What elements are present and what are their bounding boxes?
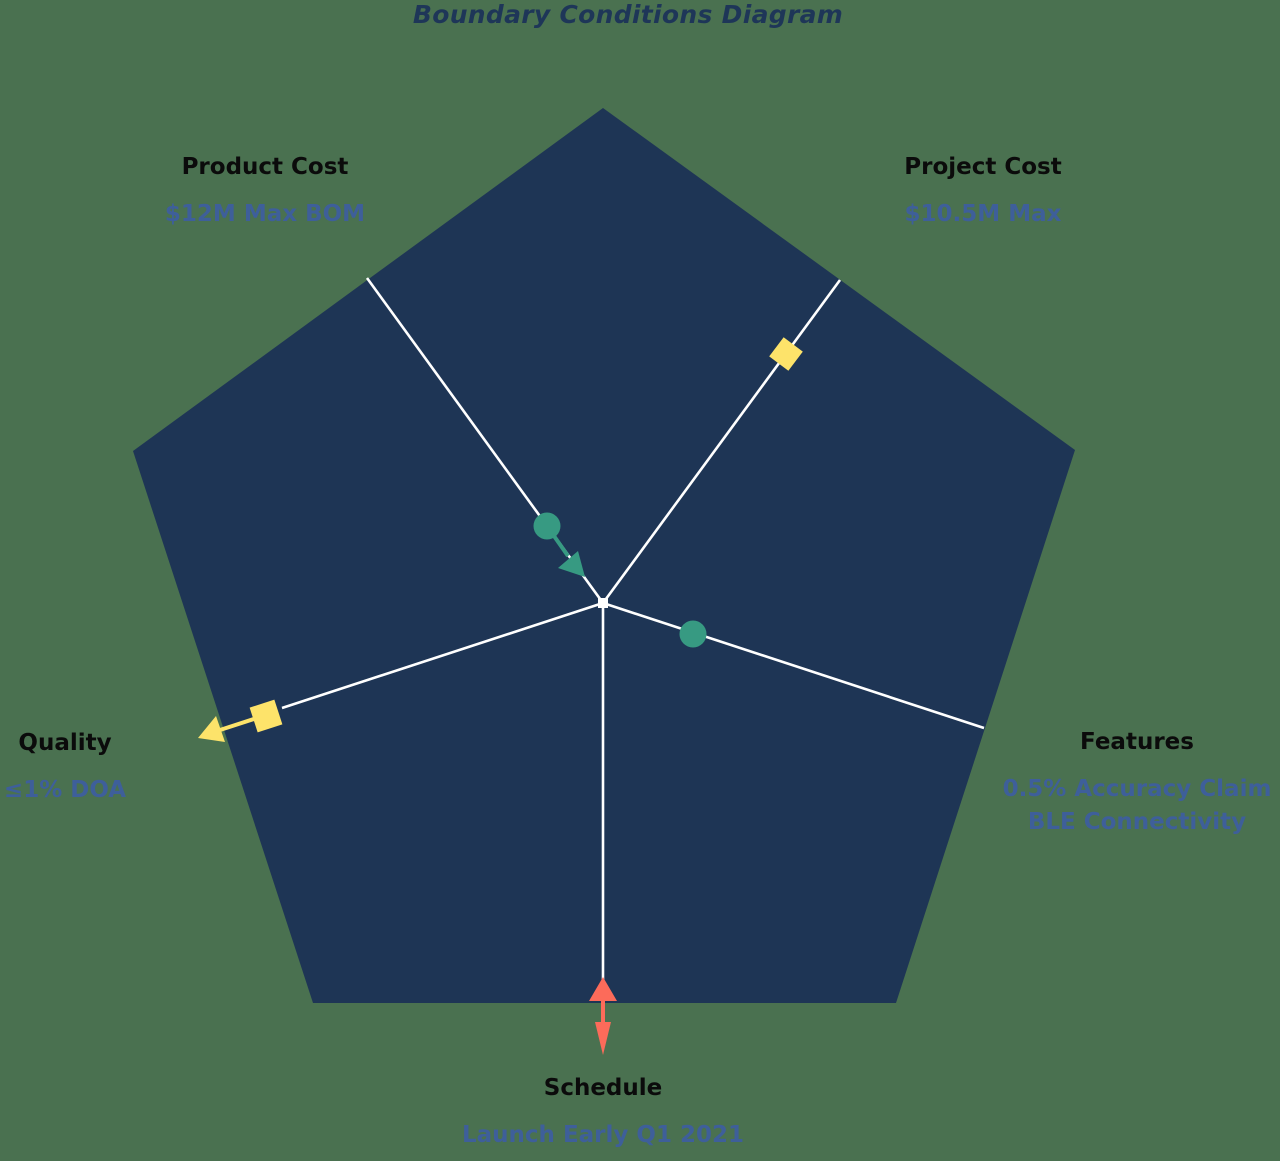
up-arrow-icon [589,977,617,1001]
project-cost-name: Project Cost [904,154,1062,180]
down-arrow-icon [595,1022,611,1055]
label-schedule: Schedule Launch Early Q1 2021 [443,1073,763,1152]
outward-arrow-icon [198,716,225,742]
project-cost-value: $10.5M Max [904,201,1062,227]
on-target-circle-icon [533,512,561,540]
at-risk-square-icon [769,337,803,371]
features-value-2: BLE Connectivity [1027,809,1247,835]
axis-lines [281,277,985,985]
schedule-marker [589,977,617,1055]
product-cost-marker [533,512,585,577]
quality-marker [198,699,283,742]
label-features: Features 0.5% Accuracy Claim BLE Connect… [977,727,1280,839]
quality-at-risk-square-icon [249,699,283,733]
inward-arrow-icon [558,551,585,577]
pentagon-boundary [133,108,1075,1003]
features-on-target-circle-icon [679,620,707,648]
features-name: Features [1080,729,1194,755]
product-cost-name: Product Cost [181,154,349,180]
diagram-title: Boundary Conditions Diagram [412,0,844,29]
schedule-value: Launch Early Q1 2021 [462,1122,744,1148]
features-value-1: 0.5% Accuracy Claim [1002,776,1272,802]
axis-quality [281,601,604,710]
quality-value: ≤1% DOA [3,777,127,803]
center-point [598,598,608,608]
label-product-cost: Product Cost $12M Max BOM [135,152,395,231]
quality-name: Quality [18,730,112,756]
label-quality: Quality ≤1% DOA [0,728,180,807]
axis-features [602,601,985,730]
label-project-cost: Project Cost $10.5M Max [853,152,1113,231]
schedule-name: Schedule [543,1075,663,1101]
axis-project-cost [601,279,842,604]
product-cost-value: $12M Max BOM [164,201,366,227]
